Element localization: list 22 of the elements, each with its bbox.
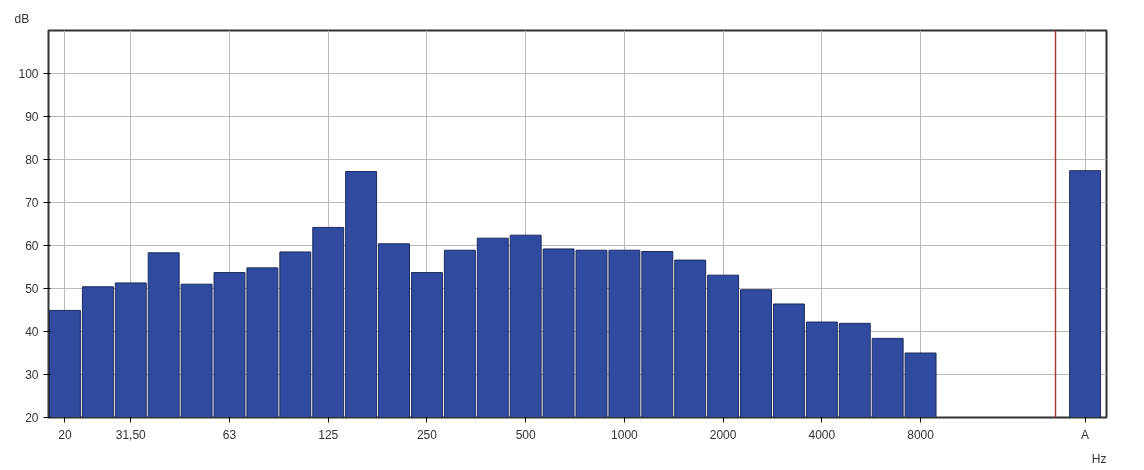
x-axis-title: Hz [1091,451,1107,466]
x-tick-label: 63 [222,427,237,442]
x-tick-label: 4000 [808,427,836,442]
y-tick-label: 40 [25,325,39,339]
x-tick-label: 31,50 [115,427,147,442]
x-tick-label: 8000 [907,427,935,442]
y-tick-label: 20 [25,411,39,425]
y-axis-title: dB [14,11,30,26]
x-tick-label: 1000 [611,427,639,442]
x-tick-label: 2000 [709,427,737,442]
x-tick-label: 500 [515,427,537,442]
y-tick-label: 30 [25,368,39,382]
x-tick-label: A [1081,427,1090,442]
y-tick-label: 90 [25,110,39,124]
y-tick-label: 70 [25,196,39,210]
y-tick-label: 100 [18,67,39,81]
x-tick-label: 125 [318,427,339,442]
x-tick-label: 20 [58,427,72,442]
y-tick-label: 50 [25,282,39,296]
y-tick-label: 60 [25,239,39,253]
x-tick-label: 250 [416,427,438,442]
y-tick-label: 80 [25,153,39,167]
